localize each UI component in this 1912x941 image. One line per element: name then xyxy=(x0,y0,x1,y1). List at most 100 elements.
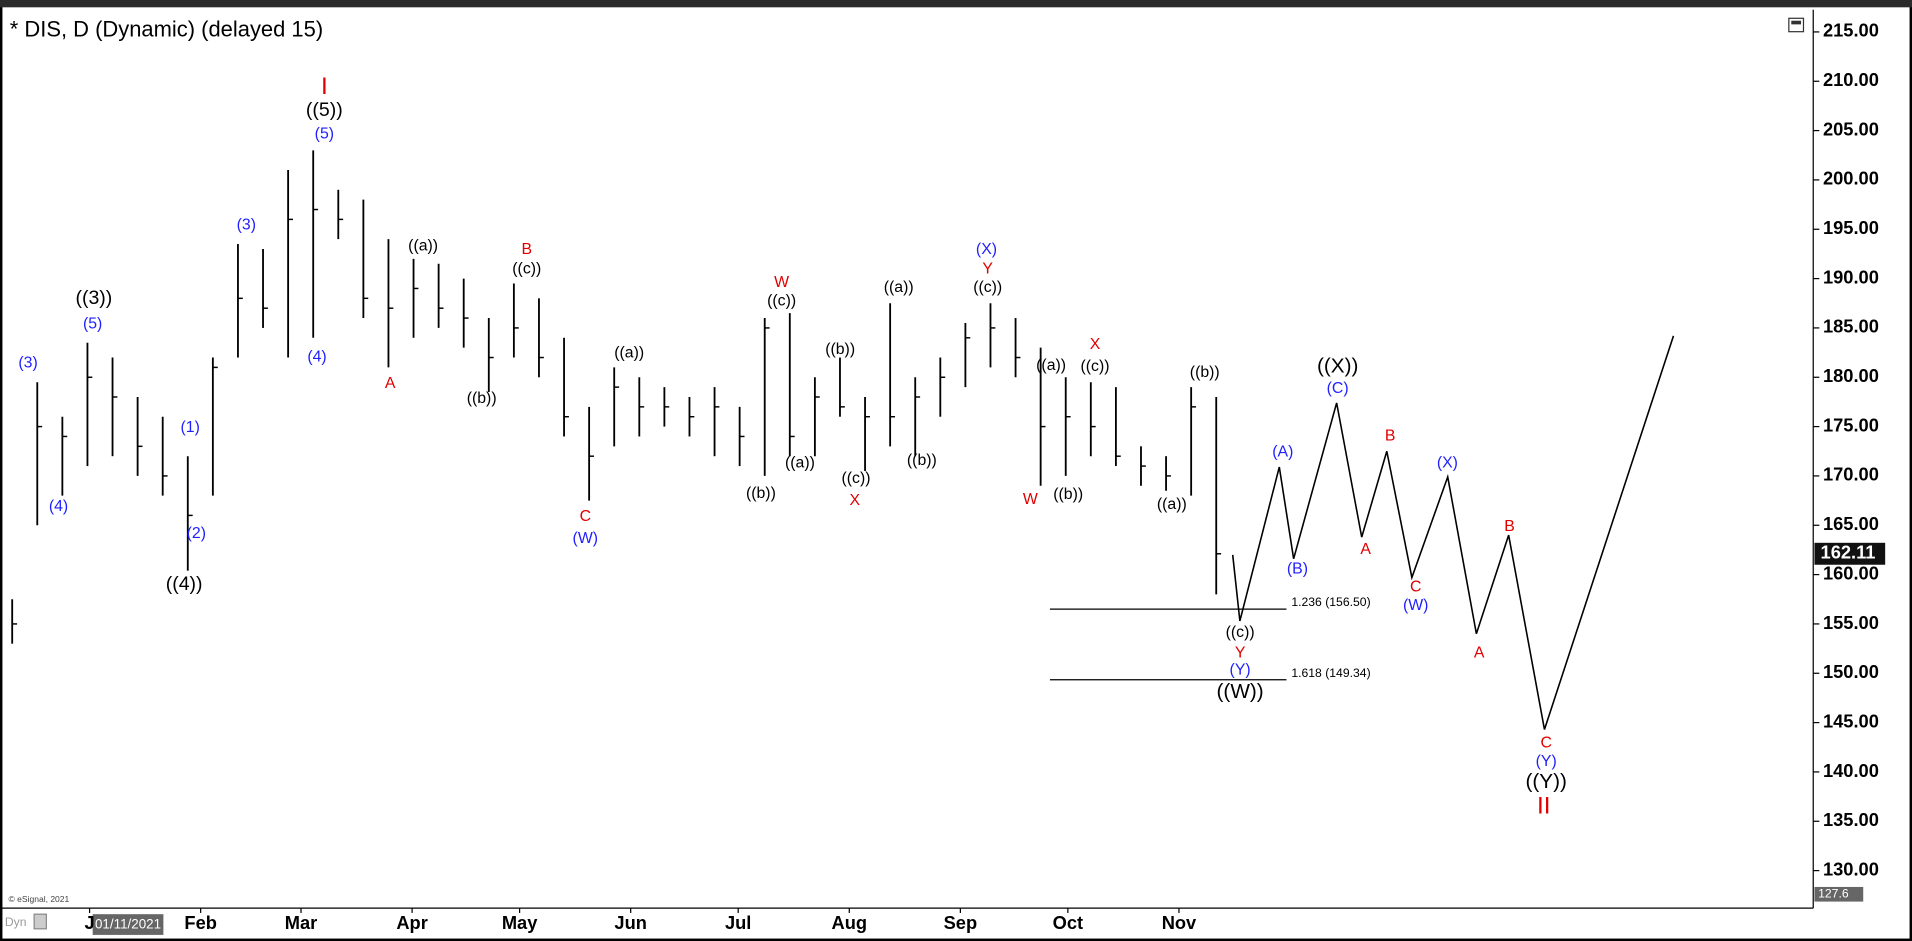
fib-label: 1.618 (149.34) xyxy=(1291,666,1370,680)
wave-label: (3) xyxy=(18,354,37,371)
y-tick-label: 130.00 xyxy=(1823,858,1879,879)
wave-label: ((a)) xyxy=(408,237,438,254)
x-tick-label: May xyxy=(502,912,538,933)
wave-label: W xyxy=(1023,491,1038,508)
wave-label: C xyxy=(1540,735,1551,752)
y-tick-label: 170.00 xyxy=(1823,464,1879,485)
cursor-date-box xyxy=(92,914,164,935)
y-tick-label: 140.00 xyxy=(1823,760,1879,781)
wave-label: (4) xyxy=(307,348,326,365)
window-icon-bar xyxy=(1791,20,1802,25)
y-tick-label: 160.00 xyxy=(1823,562,1879,583)
wave-label: (A) xyxy=(1272,443,1293,460)
x-tick-label: J xyxy=(84,912,94,933)
wave-label: (2) xyxy=(187,525,206,542)
wave-label: ((5)) xyxy=(306,99,343,121)
wave-label: ((a)) xyxy=(785,454,815,471)
wave-label: Y xyxy=(982,261,993,278)
wave-label: ((a)) xyxy=(884,279,914,296)
x-tick-label: Apr xyxy=(396,912,427,933)
wave-label: (4) xyxy=(49,498,68,515)
wave-label: ((c)) xyxy=(842,470,871,487)
wave-label: (B) xyxy=(1287,560,1308,577)
wave-label: ((X)) xyxy=(1317,354,1358,377)
wave-label: ((a)) xyxy=(1036,357,1066,374)
wave-label: ((c)) xyxy=(512,261,541,278)
wave-label: C xyxy=(1410,579,1421,596)
wave-label: X xyxy=(1090,336,1101,353)
wave-label: A xyxy=(385,375,396,392)
x-tick-label: Jun xyxy=(614,912,646,933)
last-price-box xyxy=(1814,542,1886,565)
mode-button[interactable] xyxy=(33,913,47,930)
wave-label: (Y) xyxy=(1230,662,1251,679)
wave-label: ((4)) xyxy=(166,573,203,595)
wave-label: ((3)) xyxy=(75,287,112,309)
wave-label: (5) xyxy=(83,315,102,332)
wave-label: W xyxy=(774,274,789,291)
wave-label: ((a)) xyxy=(614,345,644,362)
wave-label: (3) xyxy=(237,217,256,234)
last-price-label: 162.11 xyxy=(1821,542,1876,563)
wave-label: ((c)) xyxy=(1081,358,1110,375)
wave-label: (X) xyxy=(1437,454,1458,471)
y-tick-label: 200.00 xyxy=(1823,168,1879,189)
wave-label: ((b)) xyxy=(907,452,937,469)
wave-label: ((Y)) xyxy=(1525,770,1566,793)
wave-label: (C) xyxy=(1327,380,1349,397)
x-tick-label: Mar xyxy=(285,912,317,933)
wave-label: B xyxy=(1504,518,1515,535)
wave-label: ((b)) xyxy=(825,341,855,358)
x-tick-label: Aug xyxy=(832,912,868,933)
fib-label: 1.236 (156.50) xyxy=(1291,595,1370,609)
wave-label: C xyxy=(580,508,591,525)
wave-label: I xyxy=(321,73,328,100)
cursor-price-label: 127.6 xyxy=(1818,886,1849,900)
cursor-date: 01/11/2021 xyxy=(95,917,161,932)
y-tick-label: 180.00 xyxy=(1823,365,1879,386)
y-tick-label: 205.00 xyxy=(1823,118,1879,139)
x-tick-label: Nov xyxy=(1162,912,1197,933)
wave-label: ((c)) xyxy=(1226,624,1255,641)
y-tick-label: 215.00 xyxy=(1823,20,1879,41)
wave-label: (5) xyxy=(315,125,334,142)
y-tick-label: 145.00 xyxy=(1823,710,1879,731)
wave-label: B xyxy=(521,241,532,258)
projection-line xyxy=(1231,335,1675,730)
y-tick-label: 175.00 xyxy=(1823,414,1879,435)
wave-label: ((c)) xyxy=(767,292,796,309)
window-icon[interactable] xyxy=(1788,17,1805,33)
copyright: © eSignal, 2021 xyxy=(9,894,70,904)
y-tick-label: 190.00 xyxy=(1823,266,1879,287)
wave-label: ((c)) xyxy=(973,279,1002,296)
wave-label: ((b)) xyxy=(467,390,497,407)
wave-label: A xyxy=(1360,541,1371,558)
y-tick-label: 195.00 xyxy=(1823,217,1879,238)
wave-label: B xyxy=(1385,428,1396,445)
wave-label: (Y) xyxy=(1536,753,1557,770)
wave-label: (1) xyxy=(181,419,200,436)
y-tick-label: 165.00 xyxy=(1823,513,1879,534)
x-tick-label: Feb xyxy=(184,912,216,933)
wave-label: ((a)) xyxy=(1157,496,1187,513)
wave-label: (W) xyxy=(1403,597,1428,614)
cursor-price-box xyxy=(1814,886,1864,902)
wave-label: II xyxy=(1537,792,1551,819)
wave-label: ((b)) xyxy=(746,485,776,502)
wave-label: A xyxy=(1474,645,1485,662)
wave-label: ((b)) xyxy=(1190,364,1220,381)
x-tick-label: Oct xyxy=(1053,912,1083,933)
y-tick-label: 150.00 xyxy=(1823,661,1879,682)
y-tick-label: 155.00 xyxy=(1823,612,1879,633)
mode-label: Dyn xyxy=(5,915,27,929)
wave-label: (W) xyxy=(573,530,598,547)
x-tick-label: Jul xyxy=(725,912,751,933)
wave-label: Y xyxy=(1235,645,1246,662)
top-bar xyxy=(0,0,1912,8)
wave-label: ((b)) xyxy=(1053,486,1083,503)
y-tick-label: 185.00 xyxy=(1823,316,1879,337)
x-tick-label: Sep xyxy=(944,912,978,933)
